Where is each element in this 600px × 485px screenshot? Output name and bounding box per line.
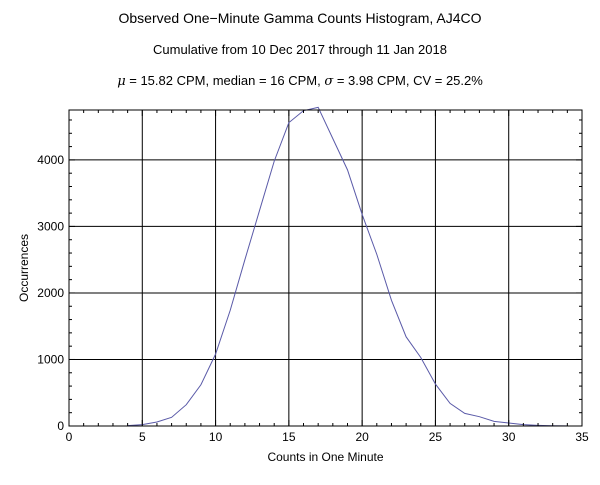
mu-median-text: = 15.82 CPM, median = 16 CPM, xyxy=(125,73,325,88)
x-tick-label: 25 xyxy=(429,430,443,444)
y-tick-label: 0 xyxy=(57,419,64,433)
chart-subtitle: Cumulative from 10 Dec 2017 through 11 J… xyxy=(153,42,447,57)
y-tick-label: 4000 xyxy=(37,153,64,167)
mu-symbol: μ xyxy=(117,74,126,89)
sigma-symbol: σ xyxy=(324,74,334,89)
plot-frame xyxy=(68,109,583,427)
series-layer xyxy=(127,106,568,427)
grid-layer xyxy=(69,110,582,426)
x-tick-label: 15 xyxy=(282,430,296,444)
sigma-cv-text: = 3.98 CPM, CV = 25.2% xyxy=(333,73,483,88)
series-line xyxy=(127,106,568,427)
y-tick-label: 1000 xyxy=(37,352,64,366)
tick-label-layer: 0 5 10 15 20 25 30 35 0 1000 2000 3000 4000 xyxy=(37,153,589,444)
x-tick-label: 5 xyxy=(139,430,146,444)
x-tick-label: 35 xyxy=(575,430,589,444)
x-tick-label: 10 xyxy=(209,430,223,444)
tick-layer xyxy=(68,110,583,427)
y-tick-label: 2000 xyxy=(37,286,64,300)
x-tick-label: 20 xyxy=(355,430,369,444)
y-axis-label: Occurrences xyxy=(17,234,31,302)
chart-stats: μ = 15.82 CPM, median = 16 CPM, σ = 3.98… xyxy=(0,73,600,89)
x-axis-label: Counts in One Minute xyxy=(267,450,383,464)
x-tick-label: 0 xyxy=(66,430,73,444)
chart-title: Observed One−Minute Gamma Counts Histogr… xyxy=(118,10,482,26)
x-tick-label: 30 xyxy=(502,430,516,444)
y-tick-label: 3000 xyxy=(37,219,64,233)
